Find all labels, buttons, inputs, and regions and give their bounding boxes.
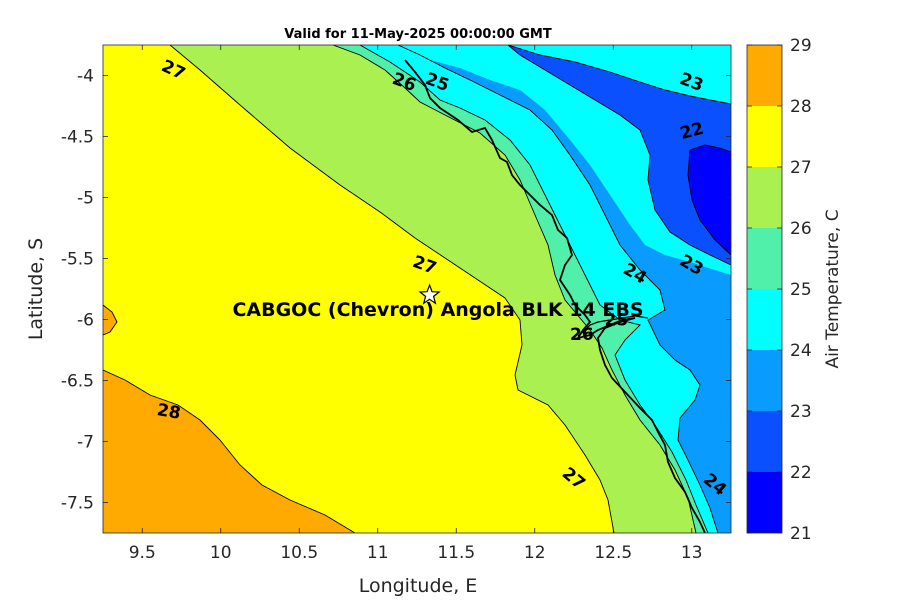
colorbar-tick-label: 26 xyxy=(790,219,812,239)
x-tick-label: 9.5 xyxy=(129,543,156,563)
contour-line-28 xyxy=(103,369,356,533)
y-tick-label: -5.5 xyxy=(61,250,94,270)
colorbar-band xyxy=(747,289,782,350)
colorbar: 21 22 23 24 25 26 27 28 29 xyxy=(746,36,812,544)
x-axis-label: Longitude, E xyxy=(359,575,478,597)
contour-line-22 xyxy=(687,144,731,256)
colorbar-tick-label: 22 xyxy=(790,463,812,483)
colorbar-band xyxy=(747,167,782,228)
y-tick-label: -7 xyxy=(77,433,94,453)
y-tick-label: -4 xyxy=(77,67,94,87)
x-tick-label: 10.5 xyxy=(280,543,318,563)
colorbar-tick-label: 24 xyxy=(790,341,812,361)
band-24-25 xyxy=(360,45,731,533)
plot-frame xyxy=(102,44,732,534)
colorbar-label: Air Temperature, C xyxy=(823,209,843,368)
x-tick-label: 12.5 xyxy=(594,543,632,563)
colorbar-tick-label: 29 xyxy=(790,36,812,56)
y-tick-label: -5 xyxy=(77,189,94,209)
contour-label: 28 xyxy=(155,400,182,424)
y-tick-label: -6 xyxy=(77,311,94,331)
y-axis: -4 -4.5 -5 -5.5 -6 -6.5 -7 -7.5 xyxy=(61,67,731,514)
colorbar-band xyxy=(747,350,782,411)
band-28-left-bump xyxy=(103,305,117,335)
x-tick-label: 11 xyxy=(367,543,389,563)
y-tick-label: -7.5 xyxy=(61,494,94,514)
contour-label: 26 xyxy=(570,325,594,345)
contour-line-28-left xyxy=(103,304,118,336)
contour-line-26 xyxy=(332,45,697,533)
colorbar-band xyxy=(747,106,782,167)
band-22-23 xyxy=(508,45,731,265)
contour-line-24 xyxy=(397,45,719,533)
contour-line-27 xyxy=(169,45,615,533)
contour-line-23-upper xyxy=(507,45,731,105)
y-axis-label: Latitude, S xyxy=(25,238,47,340)
station-group: CABGOC (Chevron) Angola BLK 14 EBS xyxy=(232,283,644,321)
colorbar-tick-label: 25 xyxy=(790,280,812,300)
colorbar-tick-label: 23 xyxy=(790,402,812,422)
contour-line-23 xyxy=(507,45,731,266)
contour-field xyxy=(103,45,731,533)
estuary xyxy=(577,315,649,337)
contour-line-25 xyxy=(359,45,709,533)
x-axis: 9.5 10 10.5 11 11.5 12 12.5 13 xyxy=(129,45,703,563)
band-21-22 xyxy=(688,145,731,255)
x-tick-label: 10 xyxy=(210,543,232,563)
colorbar-band xyxy=(747,472,782,533)
y-tick-label: -6.5 xyxy=(61,372,94,392)
colorbar-band xyxy=(747,411,782,472)
contour-lines xyxy=(103,45,731,533)
colorbar-tick-label: 28 xyxy=(790,97,812,117)
x-tick-label: 11.5 xyxy=(437,543,475,563)
colorbar-band xyxy=(747,228,782,289)
band-23-24 xyxy=(398,45,731,533)
colorbar-band xyxy=(747,45,782,106)
contour-label: 25 xyxy=(605,311,629,331)
colorbar-tick-label: 27 xyxy=(790,158,812,178)
map-title: Valid for 11-May-2025 00:00:00 GMT xyxy=(284,27,552,42)
station-star-icon xyxy=(418,283,441,305)
station-label: CABGOC (Chevron) Angola BLK 14 EBS xyxy=(232,299,643,321)
coastline xyxy=(404,59,706,533)
y-tick-label: -4.5 xyxy=(61,128,94,148)
x-tick-label: 12 xyxy=(524,543,546,563)
x-tick-label: 13 xyxy=(681,543,703,563)
colorbar-tick-label: 21 xyxy=(790,524,812,544)
